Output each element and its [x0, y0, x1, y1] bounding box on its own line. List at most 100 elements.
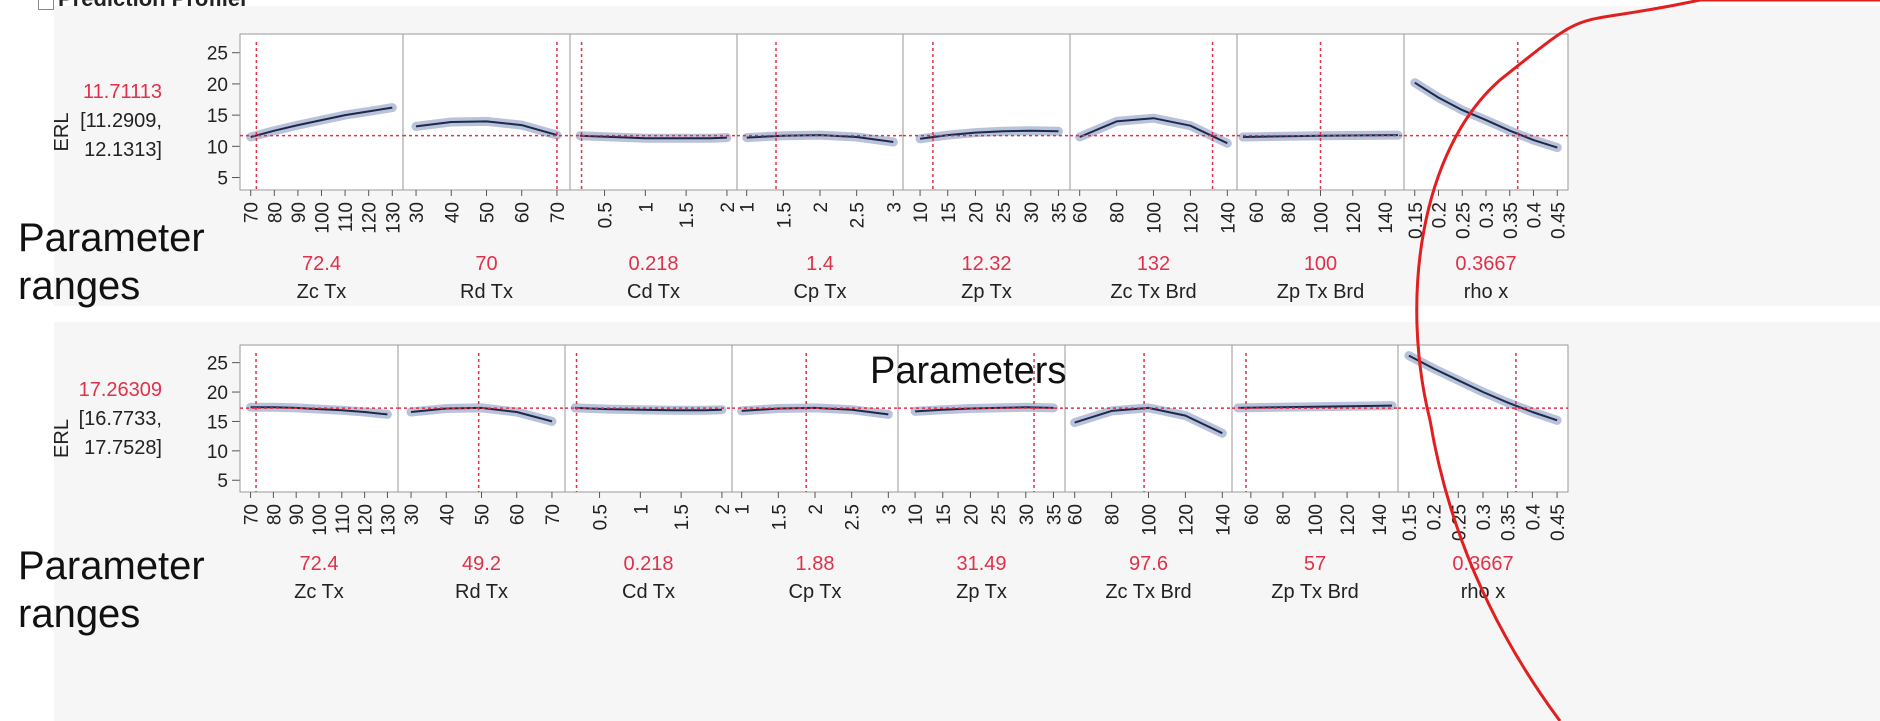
factor-name: Zc Tx	[294, 581, 344, 603]
annotation-text: Parameter	[18, 544, 205, 588]
factor-current-value: 0.218	[628, 253, 678, 275]
x-tick-label: 1	[733, 504, 754, 515]
factor-current-value: 0.3667	[1455, 253, 1516, 275]
x-tick-label: 30	[407, 202, 428, 223]
x-tick-label: 70	[548, 202, 569, 223]
factor-panel-zc-tx-brd: 60 80 100 120 140 132 Zc Tx Brd	[1069, 33, 1239, 303]
prediction-curve	[250, 106, 393, 138]
x-tick-label: 120	[360, 202, 381, 234]
prediction-curve	[410, 406, 553, 423]
x-tick-label: 130	[378, 504, 399, 536]
x-tick-label: 15	[934, 504, 955, 525]
annotation-parameter-ranges-top: Parameter ranges	[18, 214, 205, 310]
y-tick-label: 20	[207, 383, 228, 404]
x-tick-label: 2	[718, 202, 739, 213]
factor-current-value: 1.4	[806, 253, 834, 275]
x-tick-label: 60	[1242, 504, 1263, 525]
plot-frame	[239, 344, 399, 493]
x-tick-label: 1.5	[677, 202, 698, 228]
prediction-curve	[1074, 406, 1223, 435]
x-tick-label: 100	[1312, 202, 1333, 234]
x-tick-label: 30	[402, 504, 423, 525]
plot-frame	[1231, 344, 1399, 493]
x-tick-label: 100	[310, 504, 331, 536]
x-tick-label: 30	[1017, 504, 1038, 525]
predicted-value: 11.71113	[83, 81, 162, 103]
prediction-curve	[746, 134, 894, 143]
factor-name: Zc Tx	[297, 281, 347, 303]
x-tick-label: 2.5	[848, 202, 869, 228]
factor-panel-cd-tx: 0.5 1 1.5 2 0.218 Cd Tx	[569, 33, 739, 303]
factor-panel-zc-tx: 70 80 90 100 110 120 130 72.4 Zc Tx	[239, 344, 399, 603]
x-tick-label: 50	[473, 504, 494, 525]
x-tick-label: 1	[738, 202, 759, 213]
prediction-curve	[580, 134, 727, 140]
x-tick-label: 0.4	[1523, 504, 1544, 531]
factor-panel-rd-tx: 30 40 50 60 70 70 Rd Tx	[402, 33, 571, 303]
factor-current-value: 100	[1304, 253, 1337, 275]
x-tick-label: 3	[879, 504, 900, 515]
x-tick-label: 0.25	[1453, 202, 1474, 239]
confidence-interval-low: [16.7733,	[79, 408, 162, 430]
x-tick-label: 80	[1279, 202, 1300, 223]
disclosure-toggle[interactable]	[38, 0, 54, 10]
annotation-parameters: Parameters	[870, 350, 1067, 392]
factor-current-value: 70	[475, 253, 497, 275]
x-tick-label: 140	[1376, 202, 1397, 234]
prediction-curve	[250, 406, 388, 416]
plot-frame	[1236, 33, 1405, 191]
x-tick-label: 0.25	[1449, 504, 1470, 541]
factor-name: Zc Tx Brd	[1110, 281, 1196, 303]
factor-panel-zp-tx-brd: 60 80 100 120 140 57 Zp Tx Brd	[1231, 344, 1399, 603]
x-tick-label: 70	[242, 202, 263, 223]
factor-current-value: 72.4	[300, 553, 339, 575]
annotation-text: ranges	[18, 592, 141, 636]
x-tick-label: 70	[543, 504, 564, 525]
x-tick-label: 2	[806, 504, 827, 515]
x-tick-label: 1.5	[774, 202, 795, 228]
x-tick-label: 25	[994, 202, 1015, 223]
x-tick-label: 140	[1213, 504, 1234, 536]
x-tick-label: 10	[906, 504, 927, 525]
x-tick-label: 0.45	[1548, 202, 1569, 239]
prediction-curve	[1079, 117, 1228, 145]
annotation-text: Parameter	[18, 216, 205, 260]
factor-name: Cp Tx	[794, 281, 847, 303]
x-tick-label: 100	[1140, 504, 1161, 536]
x-tick-label: 1.5	[769, 504, 790, 530]
factor-current-value: 72.4	[302, 253, 341, 275]
x-tick-label: 0.2	[1430, 202, 1451, 228]
factor-name: Zp Tx	[956, 581, 1007, 603]
x-tick-label: 0.3	[1477, 202, 1498, 228]
factor-current-value: 31.49	[956, 553, 1006, 575]
y-tick-label: 25	[207, 354, 228, 375]
factor-name: rho x	[1464, 281, 1508, 303]
factor-name: Rd Tx	[460, 281, 513, 303]
x-tick-label: 120	[1338, 504, 1359, 536]
x-tick-label: 15	[939, 202, 960, 223]
prediction-curve	[575, 406, 722, 412]
x-tick-label: 0.15	[1400, 504, 1421, 541]
plot-frame	[902, 33, 1071, 191]
x-tick-label: 1	[631, 504, 652, 515]
x-tick-label: 120	[356, 504, 377, 536]
x-tick-label: 40	[437, 504, 458, 525]
x-tick-label: 10	[911, 202, 932, 223]
x-tick-label: 80	[264, 504, 285, 525]
x-tick-label: 2.5	[843, 504, 864, 530]
x-tick-label: 1.5	[672, 504, 693, 530]
y-tick-label: 10	[207, 137, 228, 158]
x-tick-label: 0.5	[591, 504, 612, 530]
plot-frame	[736, 33, 904, 191]
x-tick-label: 140	[1370, 504, 1391, 536]
plot-frame	[569, 33, 738, 191]
x-tick-label: 1	[636, 202, 657, 213]
factor-current-value: 132	[1137, 253, 1170, 275]
x-tick-label: 0.2	[1425, 504, 1446, 530]
x-tick-label: 80	[1274, 504, 1295, 525]
factor-panel-cp-tx: 1 1.5 2 2.5 3 1.4 Cp Tx	[736, 33, 905, 303]
x-tick-label: 110	[333, 504, 354, 534]
factor-panel-zc-tx-brd: 60 80 100 120 140 97.6 Zc Tx Brd	[1064, 344, 1234, 603]
x-tick-label: 0.5	[596, 202, 617, 228]
